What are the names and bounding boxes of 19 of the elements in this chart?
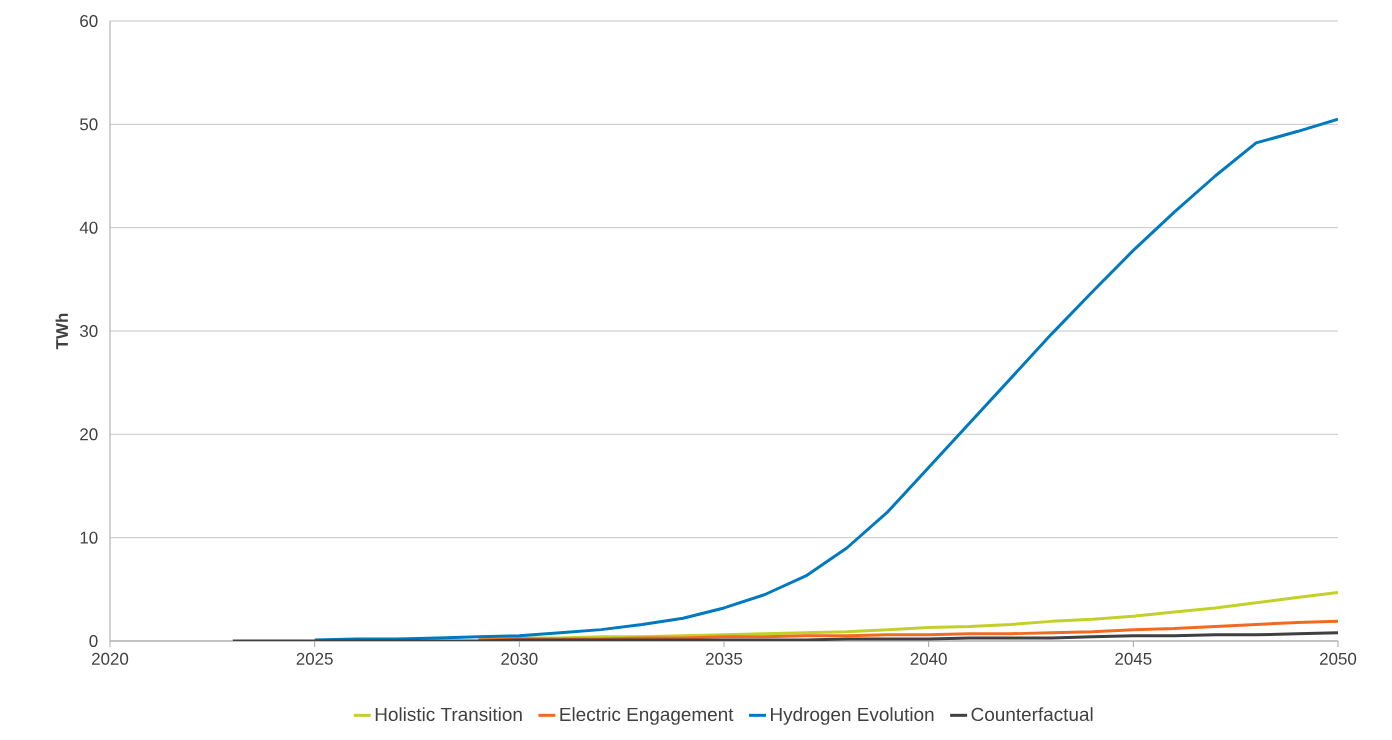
x-tick-label: 2045 (1115, 652, 1152, 665)
legend-label: Hydrogen Evolution (771, 707, 934, 725)
x-tick-label: 2040 (910, 652, 947, 665)
x-tick-label: 2025 (296, 652, 333, 665)
y-tick-label: 50 (80, 118, 98, 131)
y-tick-label: 0 (89, 635, 98, 647)
legend-label: Holistic Transition (375, 707, 522, 722)
x-tick-label: 2020 (92, 652, 129, 665)
legend-label: Counterfactual (971, 707, 1093, 722)
x-tick-label: 2035 (706, 652, 743, 665)
y-axis-title: TWh (55, 313, 68, 350)
legend-label: Electric Engagement (560, 707, 734, 725)
x-tick-label: 2050 (1320, 652, 1357, 665)
y-tick-label: 40 (79, 221, 98, 234)
y-tick-label: 30 (79, 325, 98, 337)
x-tick-label: 2030 (501, 652, 538, 665)
y-tick-label: 20 (80, 428, 98, 441)
y-tick-label: 10 (80, 531, 98, 544)
y-tick-label: 60 (80, 15, 98, 27)
